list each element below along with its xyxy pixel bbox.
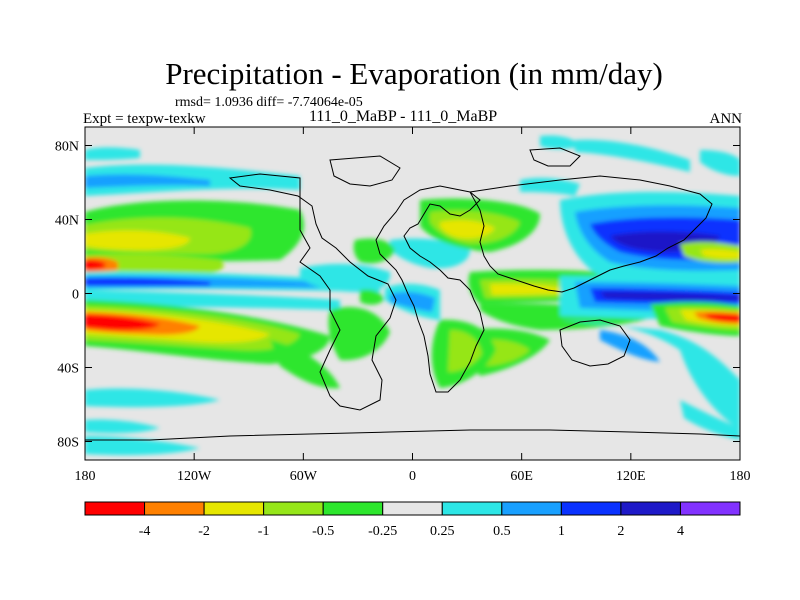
colorbar-swatch bbox=[322, 501, 384, 516]
colorbar-swatch bbox=[263, 501, 324, 516]
lon-tick-label: 120W bbox=[177, 469, 212, 484]
stats-text: rmsd= 1.0936 diff= -7.74064e-05 bbox=[175, 95, 363, 110]
colorbar-swatch bbox=[501, 501, 562, 516]
colorbar-label: 0.25 bbox=[430, 524, 455, 539]
lon-tick-label: 180 bbox=[75, 469, 96, 484]
contour-field bbox=[85, 135, 740, 456]
colorbar-label: -2 bbox=[198, 524, 210, 539]
colorbar-swatch bbox=[441, 501, 503, 516]
colorbar-swatch bbox=[144, 501, 205, 516]
colorbar-label: -1 bbox=[258, 524, 270, 539]
lat-tick-label: 80N bbox=[55, 140, 79, 155]
lon-tick-label: 180 bbox=[730, 469, 751, 484]
lon-axis: 180 120W 60W 0 60E 120E 180 bbox=[75, 127, 751, 484]
lon-tick-label: 120E bbox=[616, 469, 646, 484]
lat-tick-label: 40S bbox=[57, 362, 79, 377]
colorbar-label: 4 bbox=[677, 524, 684, 539]
colorbar-swatch bbox=[84, 501, 146, 516]
colorbar-label: -4 bbox=[139, 524, 151, 539]
lon-tick-label: 0 bbox=[409, 469, 416, 484]
colorbar-label: 1 bbox=[558, 524, 565, 539]
colorbar-swatch bbox=[679, 501, 741, 516]
colorbar-label: 2 bbox=[617, 524, 624, 539]
colorbar-swatch bbox=[620, 501, 681, 516]
colorbar-label: 0.5 bbox=[493, 524, 511, 539]
season-label: ANN bbox=[709, 111, 743, 127]
colorbar-swatch bbox=[560, 501, 622, 516]
colorbar-swatch bbox=[382, 501, 443, 516]
experiment-label: Expt = texpw-texkw bbox=[83, 111, 206, 127]
coastlines bbox=[85, 147, 740, 441]
colorbar-label: -0.5 bbox=[312, 524, 334, 539]
lon-tick-label: 60E bbox=[510, 469, 533, 484]
lat-tick-label: 0 bbox=[72, 288, 79, 303]
lat-tick-label: 80S bbox=[57, 436, 79, 451]
lon-tick-label: 60W bbox=[290, 469, 318, 484]
plot-title: Precipitation - Evaporation (in mm/day) bbox=[165, 56, 663, 91]
colorbar-swatch bbox=[203, 501, 265, 516]
case-label: 111_0_MaBP - 111_0_MaBP bbox=[309, 108, 498, 125]
colorbar-label: -0.25 bbox=[368, 524, 397, 539]
lat-tick-label: 40N bbox=[55, 214, 79, 229]
colorbar: -4 -2 -1 -0.5 -0.25 0.25 0.5 1 2 4 bbox=[84, 501, 741, 539]
lat-axis: 80N 40N 0 40S 80S bbox=[55, 140, 740, 451]
